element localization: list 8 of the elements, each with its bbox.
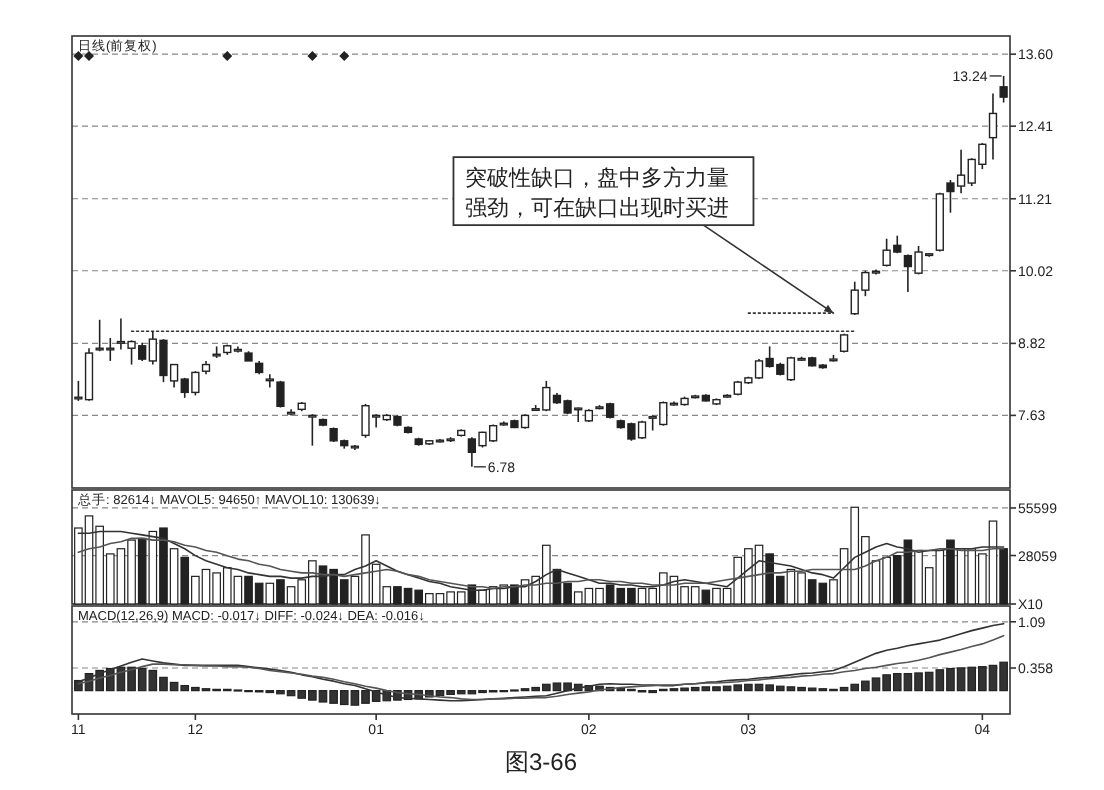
candlestick: [265, 373, 274, 389]
line-series: [77, 634, 1005, 701]
candlestick: [988, 92, 998, 161]
candlestick: [999, 75, 1008, 104]
candlestick: [308, 413, 317, 447]
candlestick: [276, 380, 285, 409]
caption: 图3-66: [504, 748, 578, 776]
annotation: 突破性缺口，盘中多方力量强劲，可在缺口出现时买进: [465, 165, 730, 222]
